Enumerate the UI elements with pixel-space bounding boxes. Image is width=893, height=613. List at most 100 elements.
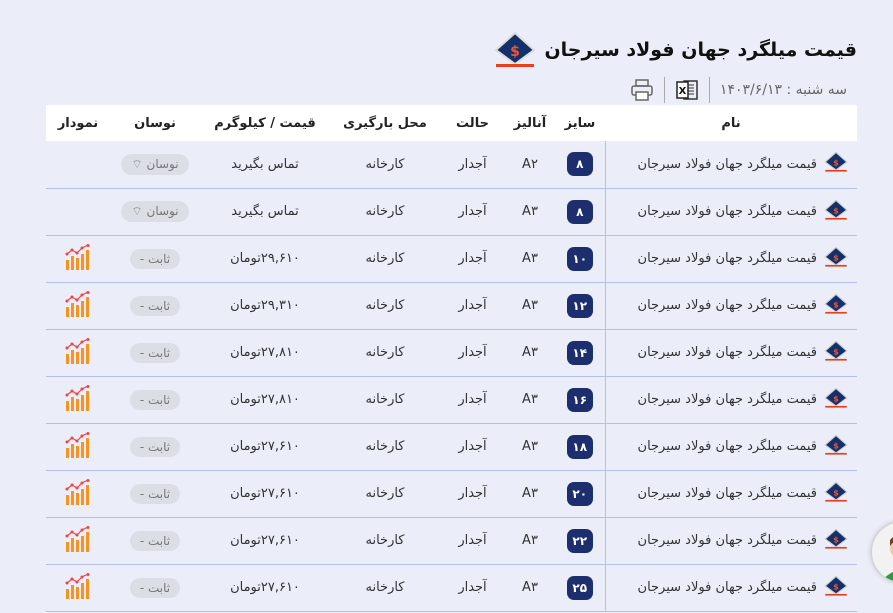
chart-icon[interactable] (64, 525, 92, 556)
product-name[interactable]: قیمت میلگرد جهان فولاد سیرجان (637, 345, 817, 360)
product-name-cell[interactable]: $ قیمت میلگرد جهان فولاد سیرجان (604, 470, 857, 517)
chart-icon[interactable] (64, 431, 92, 462)
chart-icon[interactable] (64, 337, 92, 368)
product-name[interactable]: قیمت میلگرد جهان فولاد سیرجان (637, 204, 817, 219)
chart-icon[interactable] (64, 572, 92, 603)
svg-text:X: X (679, 86, 687, 97)
location-cell: کارخانه (365, 156, 405, 172)
size-badge: ۲۰ (566, 481, 593, 506)
price-cell: ۲۷,۸۱۰تومان (230, 345, 300, 360)
product-name-cell[interactable]: $ قیمت میلگرد جهان فولاد سیرجان (604, 423, 857, 470)
state-cell: آجدار (458, 439, 487, 454)
product-name[interactable]: قیمت میلگرد جهان فولاد سیرجان (637, 580, 817, 595)
chart-cell[interactable] (46, 564, 110, 611)
product-name[interactable]: قیمت میلگرد جهان فولاد سیرجان (637, 533, 817, 548)
svg-text:$: $ (833, 206, 839, 215)
analysis-cell: A۳ (522, 204, 538, 219)
price-cell: ۲۷,۸۱۰تومان (230, 392, 300, 407)
chart-icon[interactable] (64, 243, 92, 274)
product-name[interactable]: قیمت میلگرد جهان فولاد سیرجان (637, 392, 817, 407)
chart-cell[interactable] (46, 235, 110, 282)
location-cell: کارخانه (365, 439, 405, 454)
svg-text:$: $ (833, 300, 839, 309)
product-name-cell[interactable]: $ قیمت میلگرد جهان فولاد سیرجان (604, 517, 857, 564)
change-badge: نوسان ⌔ (121, 153, 189, 175)
size-badge: ۱۸ (566, 434, 593, 459)
state-cell: آجدار (458, 298, 487, 313)
chart-icon[interactable] (64, 290, 92, 321)
table-row: $ قیمت میلگرد جهان فولاد سیرجان ۱۸ A۳ آجد… (46, 423, 857, 470)
chart-cell (46, 141, 110, 188)
chart-cell[interactable] (46, 376, 110, 423)
chart-cell[interactable] (46, 282, 110, 329)
change-cell: ثابت - (110, 329, 200, 376)
size-cell: ۱۴ (555, 329, 605, 376)
change-badge: ثابت - (129, 483, 181, 504)
price-cell: ۲۷,۶۱۰تومان (230, 533, 300, 548)
product-name-cell[interactable]: $ قیمت میلگرد جهان فولاد سیرجان (604, 141, 857, 188)
product-name[interactable]: قیمت میلگرد جهان فولاد سیرجان (637, 486, 817, 501)
col-change: نوسان (134, 115, 176, 131)
support-avatar[interactable] (872, 522, 893, 582)
state-cell: آجدار (458, 580, 487, 595)
table-row: $ قیمت میلگرد جهان فولاد سیرجان ۱۶ A۳ آجد… (46, 376, 857, 423)
col-location: محل بارگیری (343, 115, 427, 131)
size-badge: ۱۴ (566, 340, 593, 365)
change-cell: نوسان ⌔ (110, 188, 200, 235)
analysis-cell: A۳ (522, 345, 538, 360)
location-cell: کارخانه (365, 533, 405, 548)
toolbar: سه شنبه : ۱۴۰۳/۶/۱۳ X (630, 76, 847, 104)
location-cell: کارخانه (365, 580, 405, 595)
product-name-cell[interactable]: $ قیمت میلگرد جهان فولاد سیرجان (604, 376, 857, 423)
product-logo-icon: $ (823, 339, 849, 367)
date-label: سه شنبه : ۱۴۰۳/۶/۱۳ (719, 82, 847, 98)
svg-text:$: $ (833, 253, 839, 262)
col-state: حالت (456, 115, 489, 131)
size-cell: ۸ (555, 141, 605, 188)
svg-text:$: $ (833, 441, 839, 450)
state-cell: آجدار (458, 392, 487, 407)
change-badge: ثابت - (129, 436, 181, 457)
product-logo-icon: $ (823, 433, 849, 461)
price-cell: ۲۹,۳۱۰تومان (230, 298, 300, 313)
chart-cell[interactable] (46, 423, 110, 470)
product-name[interactable]: قیمت میلگرد جهان فولاد سیرجان (637, 298, 817, 313)
size-badge: ۲۵ (566, 575, 593, 600)
table-row: $ قیمت میلگرد جهان فولاد سیرجان ۸ A۲ آجدا… (46, 141, 857, 188)
chart-cell[interactable] (46, 517, 110, 564)
product-name[interactable]: قیمت میلگرد جهان فولاد سیرجان (637, 251, 817, 266)
state-cell: آجدار (458, 345, 487, 360)
product-name-cell[interactable]: $ قیمت میلگرد جهان فولاد سیرجان (604, 329, 857, 376)
analysis-cell: A۳ (522, 392, 538, 407)
change-cell: ثابت - (110, 235, 200, 282)
chart-cell[interactable] (46, 470, 110, 517)
product-name-cell[interactable]: $ قیمت میلگرد جهان فولاد سیرجان (604, 564, 857, 611)
price-cell: ۲۷,۶۱۰تومان (230, 439, 300, 454)
excel-icon[interactable]: X (675, 78, 699, 102)
location-cell: کارخانه (365, 251, 405, 266)
product-logo-icon: $ (823, 198, 849, 226)
price-cell: ۲۷,۶۱۰تومان (230, 580, 300, 595)
product-logo-icon: $ (823, 150, 849, 178)
size-cell: ۱۰ (555, 235, 605, 282)
table-row: $ قیمت میلگرد جهان فولاد سیرجان ۲۰ A۳ آجد… (46, 470, 857, 517)
size-cell: ۲۵ (555, 564, 605, 611)
product-name-cell[interactable]: $ قیمت میلگرد جهان فولاد سیرجان (604, 282, 857, 329)
product-name-cell[interactable]: $ قیمت میلگرد جهان فولاد سیرجان (604, 235, 857, 282)
product-name[interactable]: قیمت میلگرد جهان فولاد سیرجان (637, 156, 817, 172)
chart-cell[interactable] (46, 329, 110, 376)
size-cell: ۸ (555, 188, 605, 235)
location-cell: کارخانه (365, 486, 405, 501)
chart-icon[interactable] (64, 384, 92, 415)
table-header: نام سایز آنالیز حالت محل بارگیری قیمت / … (46, 105, 857, 141)
change-cell: ثابت - (110, 470, 200, 517)
product-name-cell[interactable]: $ قیمت میلگرد جهان فولاد سیرجان (604, 188, 857, 235)
product-name[interactable]: قیمت میلگرد جهان فولاد سیرجان (637, 439, 817, 454)
chart-icon[interactable] (64, 478, 92, 509)
divider (663, 77, 665, 103)
location-cell: کارخانه (365, 298, 405, 313)
price-table: نام سایز آنالیز حالت محل بارگیری قیمت / … (46, 105, 857, 612)
table-row: $ قیمت میلگرد جهان فولاد سیرجان ۸ A۳ آجدا… (46, 188, 857, 235)
printer-icon[interactable] (630, 78, 654, 102)
state-cell: آجدار (458, 533, 487, 548)
